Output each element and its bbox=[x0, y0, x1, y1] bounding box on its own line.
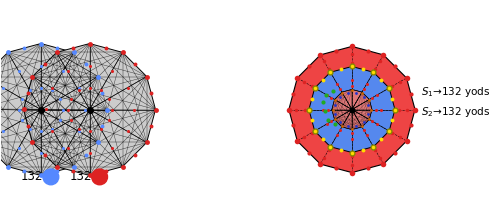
Polygon shape bbox=[289, 46, 415, 173]
Polygon shape bbox=[309, 67, 395, 152]
Text: $S_2$→132 yods: $S_2$→132 yods bbox=[421, 105, 490, 119]
Polygon shape bbox=[0, 44, 107, 175]
Text: 132: 132 bbox=[70, 170, 92, 183]
Circle shape bbox=[43, 169, 59, 185]
Text: $S_1$→132 yods: $S_1$→132 yods bbox=[421, 85, 490, 99]
Polygon shape bbox=[332, 89, 372, 130]
Text: 132: 132 bbox=[21, 170, 43, 183]
Circle shape bbox=[92, 169, 107, 185]
Polygon shape bbox=[24, 44, 156, 175]
